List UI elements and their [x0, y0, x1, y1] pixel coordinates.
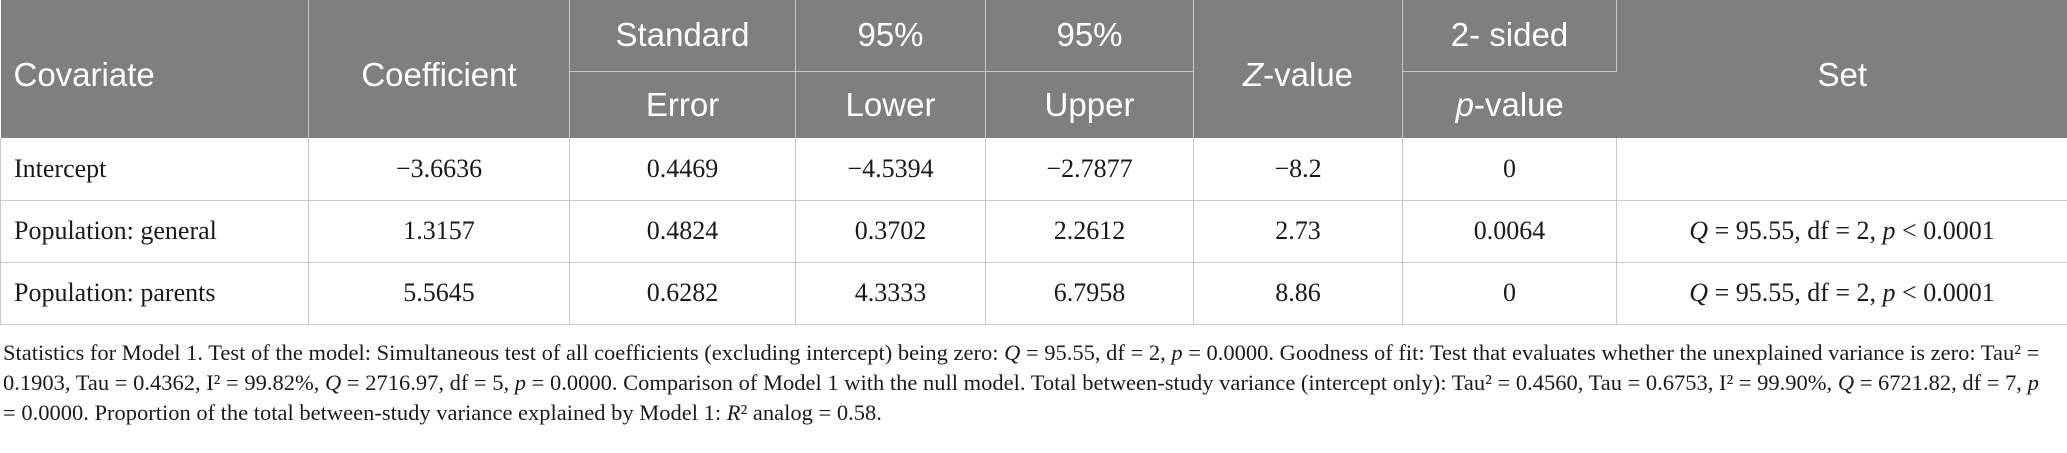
cell-standard-error: 0.4824 — [569, 200, 796, 263]
header-coefficient: Coefficient — [308, 0, 570, 138]
header-lower: Lower — [795, 70, 986, 138]
cell-lower: 0.3702 — [795, 200, 986, 263]
cell-set: Q = 95.55, df = 2, p < 0.0001 — [1616, 262, 2067, 325]
table-body: Intercept −3.6636 0.4469 −4.5394 −2.7877… — [0, 138, 2067, 325]
cell-standard-error: 0.6282 — [569, 262, 796, 325]
cell-coefficient: −3.6636 — [308, 138, 570, 201]
cell-p-value: 0 — [1402, 262, 1617, 325]
header-z-suffix: -value — [1263, 56, 1354, 93]
regression-table: Covariate Coefficient Standard 95% 95% Z… — [0, 0, 2067, 325]
cell-z-value: 8.86 — [1193, 262, 1403, 325]
cell-z-value: 2.73 — [1193, 200, 1403, 263]
header-95-upper-top: 95% — [985, 0, 1194, 71]
header-z-value: Z-value — [1193, 0, 1403, 138]
cell-covariate: Intercept — [0, 138, 309, 201]
table-row: Intercept −3.6636 0.4469 −4.5394 −2.7877… — [0, 138, 2067, 201]
cell-standard-error: 0.4469 — [569, 138, 796, 201]
cell-upper: 2.2612 — [985, 200, 1194, 263]
cell-set — [1616, 138, 2067, 201]
header-covariate: Covariate — [0, 0, 309, 138]
header-95-lower-top: 95% — [795, 0, 986, 71]
header-p-value: p-value — [1402, 70, 1617, 138]
header-set: Set — [1616, 0, 2067, 138]
cell-p-value: 0 — [1402, 138, 1617, 201]
cell-p-value: 0.0064 — [1402, 200, 1617, 263]
cell-coefficient: 5.5645 — [308, 262, 570, 325]
table-header: Covariate Coefficient Standard 95% 95% Z… — [0, 0, 2067, 138]
cell-upper: 6.7958 — [985, 262, 1194, 325]
table-row: Population: parents 5.5645 0.6282 4.3333… — [0, 262, 2067, 325]
cell-z-value: −8.2 — [1193, 138, 1403, 201]
cell-lower: −4.5394 — [795, 138, 986, 201]
header-upper: Upper — [985, 70, 1194, 138]
table-container: Covariate Coefficient Standard 95% 95% Z… — [0, 0, 2067, 425]
header-two-sided: 2- sided — [1402, 0, 1617, 71]
header-standard: Standard — [569, 0, 796, 71]
cell-lower: 4.3333 — [795, 262, 986, 325]
header-p-suffix: -value — [1473, 85, 1564, 123]
cell-covariate: Population: parents — [0, 262, 309, 325]
cell-covariate: Population: general — [0, 200, 309, 263]
cell-coefficient: 1.3157 — [308, 200, 570, 263]
table-footnote: Statistics for Model 1. Test of the mode… — [3, 340, 2040, 425]
header-p-italic: p — [1455, 85, 1474, 123]
cell-upper: −2.7877 — [985, 138, 1194, 201]
table-row: Population: general 1.3157 0.4824 0.3702… — [0, 200, 2067, 263]
header-z-italic: Z — [1242, 56, 1264, 93]
header-error: Error — [569, 70, 796, 138]
cell-set: Q = 95.55, df = 2, p < 0.0001 — [1616, 200, 2067, 263]
